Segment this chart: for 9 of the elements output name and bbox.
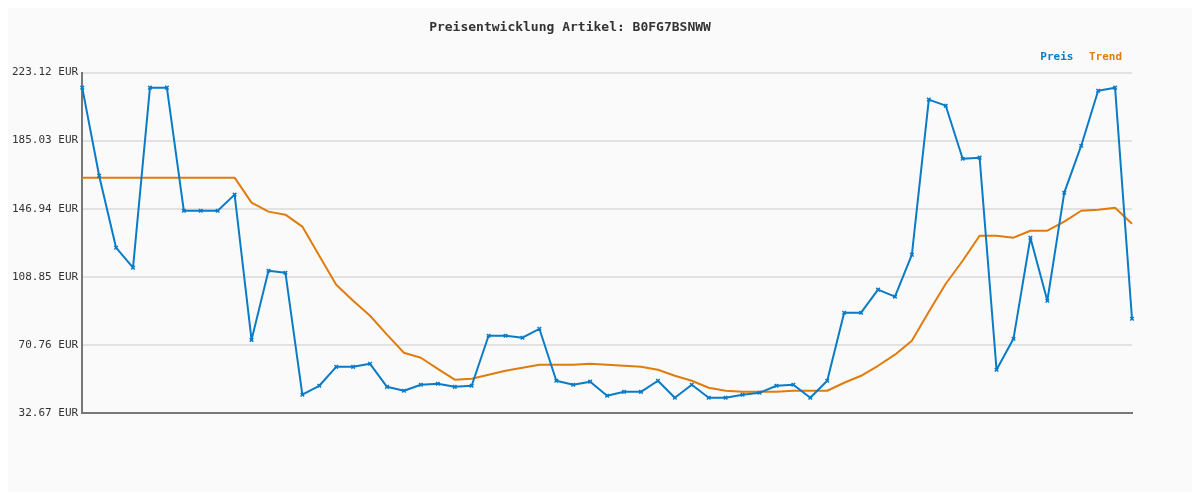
chart-title: Preisentwicklung Artikel: B0FG7BSNWW (429, 19, 712, 35)
y-tick-label: 223.12 EUR (11, 65, 79, 79)
y-tick-label: 146.94 EUR (11, 201, 79, 215)
text: Preis (1040, 49, 1074, 63)
y-tick-label: 32.67 EUR (18, 405, 79, 419)
y-tick-label: 185.03 EUR (11, 133, 79, 147)
y-tick-label: 108.85 EUR (11, 269, 79, 283)
text: Trend (1088, 49, 1123, 63)
y-tick-label: 70.76 EUR (18, 337, 79, 351)
